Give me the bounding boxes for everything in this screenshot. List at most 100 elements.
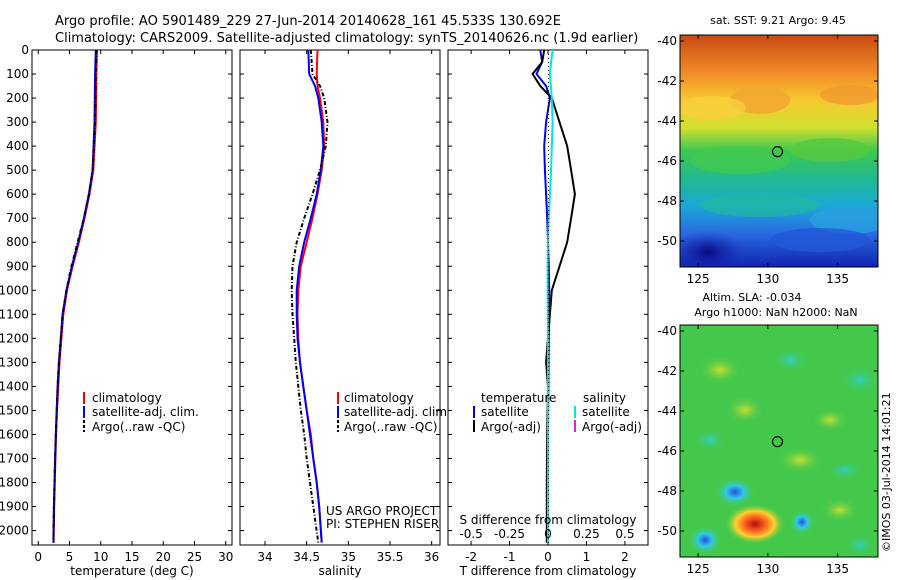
- salinity-panel: 34 34.5 35 35.5 36 salinity climatology sate…: [239, 49, 451, 578]
- legend-label-satellite: satellite-adj. clim.: [344, 405, 451, 419]
- series-line: [52, 49, 98, 543]
- sst-field: [680, 35, 878, 267]
- x-tick-label: 30: [218, 550, 233, 564]
- x-tick-label: 25: [187, 550, 202, 564]
- x-tick-label: 0: [544, 550, 552, 564]
- y-tick-label: 100: [6, 67, 29, 81]
- lat-tick-label: -48: [657, 194, 677, 208]
- temperature-panel: 0100200300400500600700800900100011001200…: [0, 43, 233, 578]
- s-tick-label: 0.5: [615, 527, 634, 541]
- y-tick-label: 500: [6, 163, 29, 177]
- lon-tick-label: 125: [687, 562, 710, 576]
- y-tick-label: 2000: [0, 524, 29, 538]
- header-line-2: Climatology: CARS2009. Satellite-adjuste…: [55, 31, 638, 46]
- legend-label-argo: Argo(..raw -QC): [92, 420, 185, 434]
- salinity-x-axis: 34 34.5 35 35.5 36: [257, 50, 439, 564]
- difference-s-xlabel: S difference from climatology: [460, 513, 637, 527]
- legend-label-argo: Argo(..raw -QC): [344, 420, 437, 434]
- y-tick-label: 800: [6, 235, 29, 249]
- lat-tick-label: -40: [657, 34, 677, 48]
- x-tick-label: 0: [34, 550, 42, 564]
- legend-label-satellite: satellite-adj. clim.: [92, 405, 199, 419]
- x-tick-label: 10: [93, 550, 108, 564]
- y-tick-label: 1600: [0, 427, 29, 441]
- legend-title-temperature: temperature: [481, 391, 556, 405]
- salinity-xlabel: salinity: [318, 564, 361, 578]
- header-line-1: Argo profile: AO 5901489_229 27-Jun-2014…: [55, 14, 561, 29]
- pi-annotation: PI: STEPHEN RISER: [326, 517, 439, 531]
- y-tick-label: 1000: [0, 283, 29, 297]
- salinity-series: [290, 49, 329, 543]
- series-line: [290, 49, 329, 543]
- y-tick-label: 200: [6, 91, 29, 105]
- lat-tick-label: -40: [657, 324, 677, 338]
- x-tick-label: 36: [424, 550, 439, 564]
- legend-title-salinity: salinity: [583, 391, 626, 405]
- s-tick-label: -0.5: [459, 527, 482, 541]
- x-tick-label: 34.5: [293, 550, 320, 564]
- legend-label-climatology: climatology: [92, 391, 162, 405]
- difference-s-ticks: -0.5 -0.25 0 0.25 0.5: [459, 527, 634, 541]
- y-tick-label: 900: [6, 259, 29, 273]
- y-tick-label: 1100: [0, 307, 29, 321]
- s-tick-label: 0.25: [573, 527, 600, 541]
- salinity-legend: climatology satellite-adj. clim. Argo(..…: [337, 391, 451, 434]
- y-tick-label: 1300: [0, 355, 29, 369]
- legend-label-t-argo: Argo(-adj): [481, 420, 541, 434]
- difference-series: [531, 49, 576, 543]
- x-tick-label: 20: [156, 550, 171, 564]
- sla-lon-axis: 125 130 135: [687, 325, 849, 576]
- lon-tick-label: 125: [687, 272, 710, 286]
- legend-label-climatology: climatology: [344, 391, 414, 405]
- y-tick-label: 1700: [0, 451, 29, 465]
- lat-tick-label: -46: [657, 444, 677, 458]
- lat-tick-label: -50: [657, 524, 677, 538]
- x-tick-label: -1: [504, 550, 516, 564]
- y-tick-label: 1400: [0, 379, 29, 393]
- lon-tick-label: 135: [826, 272, 849, 286]
- lat-tick-label: -44: [657, 404, 677, 418]
- sla-map-title-1: Altim. SLA: -0.034: [702, 291, 801, 304]
- project-annotation: US ARGO PROJECT: [326, 504, 438, 518]
- temperature-y-axis: 0 100 200 300 400 500 600 700 800 900 1000 1100 1200…: [0, 43, 232, 538]
- temperature-xlabel: temperature (deg C): [70, 564, 193, 578]
- difference-y-ticks: [448, 49, 648, 532]
- argo-location-marker: [771, 146, 784, 158]
- sst-map: sat. SST: 9.21 Argo: 9.45 -40-42-44-46-4…: [657, 14, 879, 286]
- sla-map-frame: [679, 324, 879, 558]
- lat-tick-label: -42: [657, 74, 677, 88]
- difference-panel: -2 -1 0 1 2 T difference from climatology S …: [447, 49, 649, 578]
- legend-label-s-argo: Argo(-adj): [582, 420, 642, 434]
- lat-tick-label: -42: [657, 364, 677, 378]
- y-tick-label: 1800: [0, 476, 29, 490]
- temperature-axes-frame: [31, 49, 233, 546]
- lat-tick-label: -48: [657, 484, 677, 498]
- y-tick-label: 400: [6, 139, 29, 153]
- y-tick-label: 0: [21, 43, 29, 57]
- x-tick-label: 34: [257, 550, 272, 564]
- legend-label-s-satellite: satellite: [582, 405, 630, 419]
- salinity-y-ticks: [240, 49, 440, 532]
- s-tick-label: -0.25: [494, 527, 525, 541]
- sla-map-title-2: Argo h1000: NaN h2000: NaN: [694, 306, 857, 319]
- x-tick-label: 2: [621, 550, 629, 564]
- lon-tick-label: 130: [756, 272, 779, 286]
- s-tick-label: 0: [544, 527, 552, 541]
- x-tick-label: 35.5: [377, 550, 404, 564]
- sst-lon-axis: 125 130 135: [687, 35, 849, 286]
- lat-tick-label: -50: [657, 234, 677, 248]
- sla-lat-axis: -40 -42 -44 -46 -48 -50: [657, 324, 878, 538]
- sst-map-frame: [679, 34, 879, 268]
- lat-tick-label: -44: [657, 114, 677, 128]
- lon-tick-label: 130: [756, 562, 779, 576]
- imos-credit: ©IMOS 03-Jul-2014 14:01:21: [880, 392, 893, 552]
- sst-lat-axis: -40 -42 -44 -46 -48 -50: [657, 34, 878, 248]
- x-tick-label: 15: [124, 550, 139, 564]
- temperature-legend: climatology satellite-adj. clim. Argo(..…: [83, 391, 199, 434]
- lon-tick-label: 135: [826, 562, 849, 576]
- x-tick-label: 1: [583, 550, 591, 564]
- x-tick-label: 5: [66, 550, 74, 564]
- lat-tick-label: -46: [657, 154, 677, 168]
- y-tick-label: 1500: [0, 403, 29, 417]
- x-tick-label: 35: [341, 550, 356, 564]
